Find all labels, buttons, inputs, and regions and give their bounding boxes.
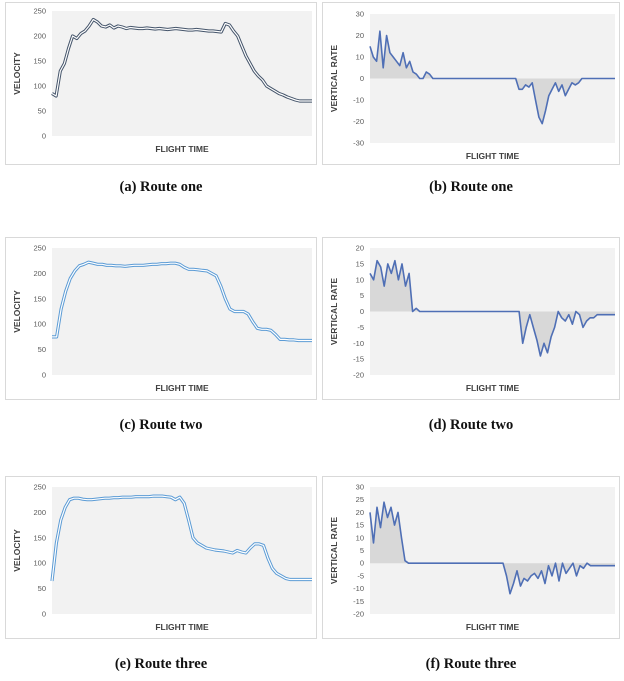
- figure-caption: (c) Route two: [119, 417, 203, 433]
- area-fill: [370, 260, 615, 356]
- y-tick-label: -20: [353, 117, 364, 126]
- x-axis-title: FLIGHT TIME: [466, 151, 520, 161]
- y-tick-label: 25: [356, 495, 364, 504]
- y-tick-label: 100: [33, 559, 46, 568]
- y-axis-title: VELOCITY: [12, 290, 22, 333]
- y-tick-label: 0: [360, 559, 364, 568]
- y-tick-label: 200: [33, 32, 46, 41]
- y-tick-label: 20: [356, 244, 364, 253]
- chart-frame: 0 50 100 150 200 250 FLIGHT TIME VELOCITY: [5, 237, 317, 400]
- y-tick-label: 0: [360, 74, 364, 83]
- y-axis-title: VERTICAL RATE: [329, 278, 339, 346]
- y-tick-label: 150: [33, 57, 46, 66]
- chart-frame: 0 50 100 150 200 250 FLIGHT TIME VELOCITY: [5, 476, 317, 639]
- vertical-rate-chart: -30 -20 -10 0 10 20 30 FLIGHT TIME VERTICAL RATE: [329, 10, 615, 161]
- y-tick-label: 250: [33, 483, 46, 492]
- y-tick-label: -20: [353, 610, 364, 619]
- y-tick-label: 15: [356, 521, 364, 530]
- y-tick-label: 0: [42, 610, 46, 619]
- y-tick-label: 50: [38, 107, 46, 116]
- y-tick-label: 10: [356, 275, 364, 284]
- y-tick-label: 20: [356, 508, 364, 517]
- y-tick-label: 100: [33, 320, 46, 329]
- y-tick-label: 50: [38, 345, 46, 354]
- panel-f: -20 -15 -10 -5 0 5 10 15 20 25 30 FLIGHT TIME VERTIC…: [322, 476, 620, 676]
- x-axis-title: FLIGHT TIME: [466, 383, 520, 393]
- y-tick-label: 0: [42, 371, 46, 380]
- panel-c: 0 50 100 150 200 250 FLIGHT TIME VELOCITY (c) R…: [5, 237, 317, 437]
- y-tick-label: 10: [356, 53, 364, 62]
- x-axis-title: FLIGHT TIME: [466, 622, 520, 632]
- y-tick-label: -30: [353, 139, 364, 148]
- chart-frame: -30 -20 -10 0 10 20 30 FLIGHT TIME VERTICAL RATE: [322, 2, 620, 165]
- y-tick-label: -10: [353, 96, 364, 105]
- series-line-inner: [51, 495, 312, 582]
- y-tick-label: 5: [360, 546, 364, 555]
- figure-caption: (b) Route one: [429, 179, 513, 195]
- y-tick-label: 5: [360, 291, 364, 300]
- y-tick-label: 20: [356, 31, 364, 40]
- y-tick-label: -15: [353, 355, 364, 364]
- y-tick-label: 150: [33, 533, 46, 542]
- figure-caption: (d) Route two: [428, 417, 514, 433]
- plot-area: [52, 11, 312, 136]
- chart-frame: 0 50 100 150 200 250 FLIGHT TIME VELOCITY: [5, 2, 317, 165]
- plot-area: [370, 487, 615, 614]
- figure-caption: (f) Route three: [425, 656, 517, 672]
- y-axis-title: VERTICAL RATE: [329, 45, 339, 113]
- velocity-chart: 0 50 100 150 200 250 FLIGHT TIME VELOCITY: [12, 7, 312, 154]
- figure-caption: (e) Route three: [114, 656, 208, 672]
- panel-d: -20 -15 -10 -5 0 5 10 15 20 FLIGHT TIME VERTICAL R…: [322, 237, 620, 437]
- vertical-rate-chart: -20 -15 -10 -5 0 5 10 15 20 25 30 FLIGHT TIME VERTIC…: [329, 483, 615, 632]
- panel-a: 0 50 100 150 200 250 FLIGHT TIME VELOCITY (a) R…: [5, 2, 317, 202]
- plot-area: [52, 248, 312, 375]
- series-line: [369, 30, 615, 125]
- y-tick-label: 200: [33, 508, 46, 517]
- chart-frame: -20 -15 -10 -5 0 5 10 15 20 FLIGHT TIME VERTICAL R…: [322, 237, 620, 400]
- y-axis-title: VELOCITY: [12, 529, 22, 572]
- plot-area: [52, 487, 312, 614]
- y-tick-label: 0: [360, 307, 364, 316]
- series-line-inner: [52, 261, 312, 342]
- vertical-rate-chart: -20 -15 -10 -5 0 5 10 15 20 FLIGHT TIME VERTICAL R…: [329, 244, 615, 393]
- velocity-chart: 0 50 100 150 200 250 FLIGHT TIME VELOCITY: [12, 244, 312, 393]
- y-tick-label: 150: [33, 294, 46, 303]
- y-axis-title: VELOCITY: [12, 52, 22, 95]
- series-line-inner: [51, 18, 312, 102]
- panel-e: 0 50 100 150 200 250 FLIGHT TIME VELOCITY (e) R…: [5, 476, 317, 676]
- y-tick-label: 250: [33, 244, 46, 253]
- y-tick-label: 50: [38, 584, 46, 593]
- y-tick-label: -10: [353, 339, 364, 348]
- y-tick-label: -20: [353, 371, 364, 380]
- velocity-chart: 0 50 100 150 200 250 FLIGHT TIME VELOCITY: [12, 483, 312, 632]
- y-tick-label: -10: [353, 584, 364, 593]
- series-line: [369, 501, 615, 595]
- y-tick-label: 250: [33, 7, 46, 16]
- chart-frame: -20 -15 -10 -5 0 5 10 15 20 25 30 FLIGHT TIME VERTIC…: [322, 476, 620, 639]
- y-tick-label: -5: [357, 323, 364, 332]
- x-axis-title: FLIGHT TIME: [155, 622, 209, 632]
- y-tick-label: -15: [353, 597, 364, 606]
- y-tick-label: 30: [356, 10, 364, 19]
- series-line: [369, 259, 615, 357]
- figure-caption: (a) Route one: [119, 179, 203, 195]
- panel-b: -30 -20 -10 0 10 20 30 FLIGHT TIME VERTICAL RATE…: [322, 2, 620, 202]
- x-axis-title: FLIGHT TIME: [155, 383, 209, 393]
- y-tick-label: 200: [33, 269, 46, 278]
- y-axis-title: VERTICAL RATE: [329, 517, 339, 585]
- y-tick-label: 15: [356, 259, 364, 268]
- y-tick-label: 10: [356, 533, 364, 542]
- y-tick-label: -5: [357, 571, 364, 580]
- y-tick-label: 0: [42, 132, 46, 141]
- y-tick-label: 100: [33, 82, 46, 91]
- y-tick-label: 30: [356, 483, 364, 492]
- x-axis-title: FLIGHT TIME: [155, 144, 209, 154]
